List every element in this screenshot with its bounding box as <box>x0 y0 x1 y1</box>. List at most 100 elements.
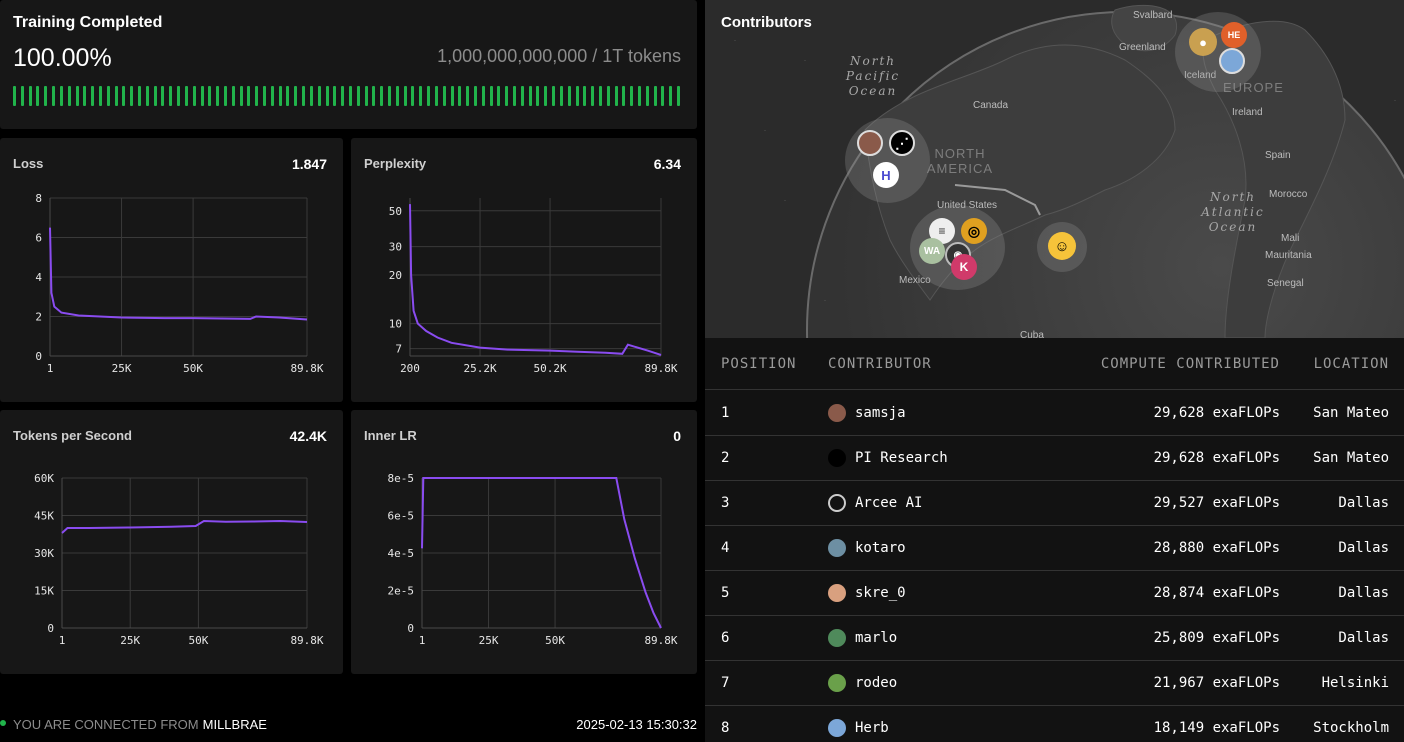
y-tick-label: 50 <box>389 205 402 218</box>
row-location: San Mateo <box>1313 450 1389 466</box>
chart-title: Tokens per Second <box>13 428 132 443</box>
contributors-map[interactable]: Contributors North Pacific Ocean North A… <box>705 0 1404 338</box>
table-row[interactable]: 8 Herb 18,149 exaFLOPs Stockholm <box>705 706 1404 742</box>
tokens-per-second-chart-panel: Tokens per Second 42.4K 1 25K 50K 89.8K 0 15K… <box>0 410 343 674</box>
progress-segment <box>177 86 181 106</box>
progress-segment <box>591 86 595 106</box>
progress-segment <box>520 86 524 106</box>
table-row[interactable]: 1 samsja 29,628 exaFLOPs San Mateo <box>705 391 1404 436</box>
y-tick-label: 15K <box>34 585 54 598</box>
x-tick-label: 25K <box>112 362 132 375</box>
y-tick-label: 8 <box>35 192 42 205</box>
progress-segment <box>434 86 438 106</box>
contributors-table: POSITION CONTRIBUTOR COMPUTE CONTRIBUTED… <box>705 338 1404 742</box>
row-compute: 25,809 exaFLOPs <box>1153 630 1280 646</box>
row-compute: 21,967 exaFLOPs <box>1153 675 1280 691</box>
row-contributor[interactable]: samsja <box>855 405 906 421</box>
x-tick-label: 25.2K <box>463 362 496 375</box>
loss-chart: 1 25K 50K 89.8K 0 2 4 6 8 <box>35 192 324 375</box>
progress-segment <box>36 86 40 106</box>
progress-segment <box>348 86 352 106</box>
contributor-pin-wa[interactable]: WA <box>919 238 945 264</box>
progress-segment <box>302 86 306 106</box>
progress-segment <box>380 86 384 106</box>
progress-segment <box>364 86 368 106</box>
row-contributor[interactable]: rodeo <box>855 675 898 691</box>
map-label-greenland: Greenland <box>1119 42 1166 53</box>
header-position[interactable]: POSITION <box>721 356 797 372</box>
contributor-pin-spiral[interactable]: ◎ <box>961 218 987 244</box>
progress-segment <box>169 86 173 106</box>
row-position: 1 <box>721 405 730 421</box>
y-tick-label: 2 <box>35 311 42 324</box>
map-label-united-states: United States <box>937 200 998 211</box>
row-compute: 29,527 exaFLOPs <box>1153 495 1280 511</box>
contributor-pin-herb[interactable] <box>1219 48 1245 74</box>
loss-chart-panel: Loss 1.847 1 25K 50K 89.8K 0 2 4 6 8 <box>0 138 343 402</box>
progress-segment <box>122 86 126 106</box>
x-tick-label: 1 <box>47 362 54 375</box>
x-tick-label: 50K <box>188 634 208 647</box>
row-contributor[interactable]: PI Research <box>855 450 948 466</box>
x-tick-label: 1 <box>59 634 66 647</box>
progress-segment <box>481 86 485 106</box>
progress-segment <box>403 86 407 106</box>
row-location: Dallas <box>1338 495 1389 511</box>
row-compute: 28,880 exaFLOPs <box>1153 540 1280 556</box>
progress-segment <box>20 86 24 106</box>
header-contributor[interactable]: CONTRIBUTOR <box>828 356 932 372</box>
table-row[interactable]: 5 skre_0 28,874 exaFLOPs Dallas <box>705 571 1404 616</box>
inner-lr-chart: 1 25K 50K 89.8K 0 2e-5 4e-5 6e-5 8e-5 <box>388 472 678 647</box>
progress-segment <box>661 86 665 106</box>
row-contributor[interactable]: skre_0 <box>855 585 906 601</box>
table-row[interactable]: 7 rodeo 21,967 exaFLOPs Helsinki <box>705 661 1404 706</box>
row-position: 3 <box>721 495 730 511</box>
row-location: Stockholm <box>1313 720 1389 736</box>
map-label-canada: Canada <box>973 100 1009 111</box>
row-contributor[interactable]: marlo <box>855 630 898 646</box>
table-row[interactable]: 4 kotaro 28,880 exaFLOPs Dallas <box>705 526 1404 571</box>
inner-lr-chart-panel: Inner LR 0 1 25K 50K 89.8K 0 2e-5 4e-5 6e-5 8e-5 <box>351 410 697 674</box>
row-contributor[interactable]: Herb <box>855 720 889 736</box>
chart-title: Loss <box>13 156 44 171</box>
chart-current-value: 1.847 <box>291 156 327 172</box>
chart-title: Perplexity <box>364 156 427 171</box>
row-contributor[interactable]: Arcee AI <box>855 495 923 511</box>
progress-segment <box>317 86 321 106</box>
row-location: Dallas <box>1338 540 1389 556</box>
contributor-pin-pi-research[interactable]: ⋰ <box>889 130 915 156</box>
timestamp: 2025-02-13 15:30:32 <box>576 717 697 732</box>
contributor-pin-samsja[interactable] <box>857 130 883 156</box>
y-tick-label: 4 <box>35 271 42 284</box>
progress-segment <box>411 86 415 106</box>
table-row[interactable]: 2 PI Research 29,628 exaFLOPs San Mateo <box>705 436 1404 481</box>
contributor-pin-doge[interactable]: ● <box>1189 28 1217 56</box>
contributor-cluster-west[interactable] <box>845 118 930 203</box>
row-contributor[interactable]: kotaro <box>855 540 906 556</box>
progress-segment <box>153 86 157 106</box>
table-row[interactable]: 3 Arcee AI 29,527 exaFLOPs Dallas <box>705 481 1404 526</box>
progress-segment <box>44 86 48 106</box>
contributor-pin-he[interactable]: HE <box>1221 22 1247 48</box>
table-row[interactable]: 6 marlo 25,809 exaFLOPs Dallas <box>705 616 1404 661</box>
y-tick-label: 45K <box>34 510 54 523</box>
contributor-pin-hyperbolic[interactable]: H <box>873 162 899 188</box>
y-tick-label: 2e-5 <box>388 585 415 598</box>
series-line <box>409 204 662 356</box>
header-location[interactable]: LOCATION <box>1313 356 1389 372</box>
progress-segment <box>622 86 626 106</box>
progress-segment <box>677 86 681 106</box>
contributor-pin-k[interactable]: K <box>951 254 977 280</box>
y-tick-label: 0 <box>407 622 414 635</box>
row-compute: 28,874 exaFLOPs <box>1153 585 1280 601</box>
progress-segment <box>255 86 259 106</box>
y-tick-label: 20 <box>389 269 402 282</box>
progress-segment <box>223 86 227 106</box>
contributor-pin-huggingface[interactable]: ☺ <box>1048 232 1076 260</box>
progress-segment <box>208 86 212 106</box>
progress-segment <box>559 86 563 106</box>
row-compute: 18,149 exaFLOPs <box>1153 720 1280 736</box>
contributor-cluster-europe[interactable] <box>1175 12 1261 92</box>
progress-segment <box>458 86 462 106</box>
header-compute[interactable]: COMPUTE CONTRIBUTED <box>1100 356 1280 372</box>
